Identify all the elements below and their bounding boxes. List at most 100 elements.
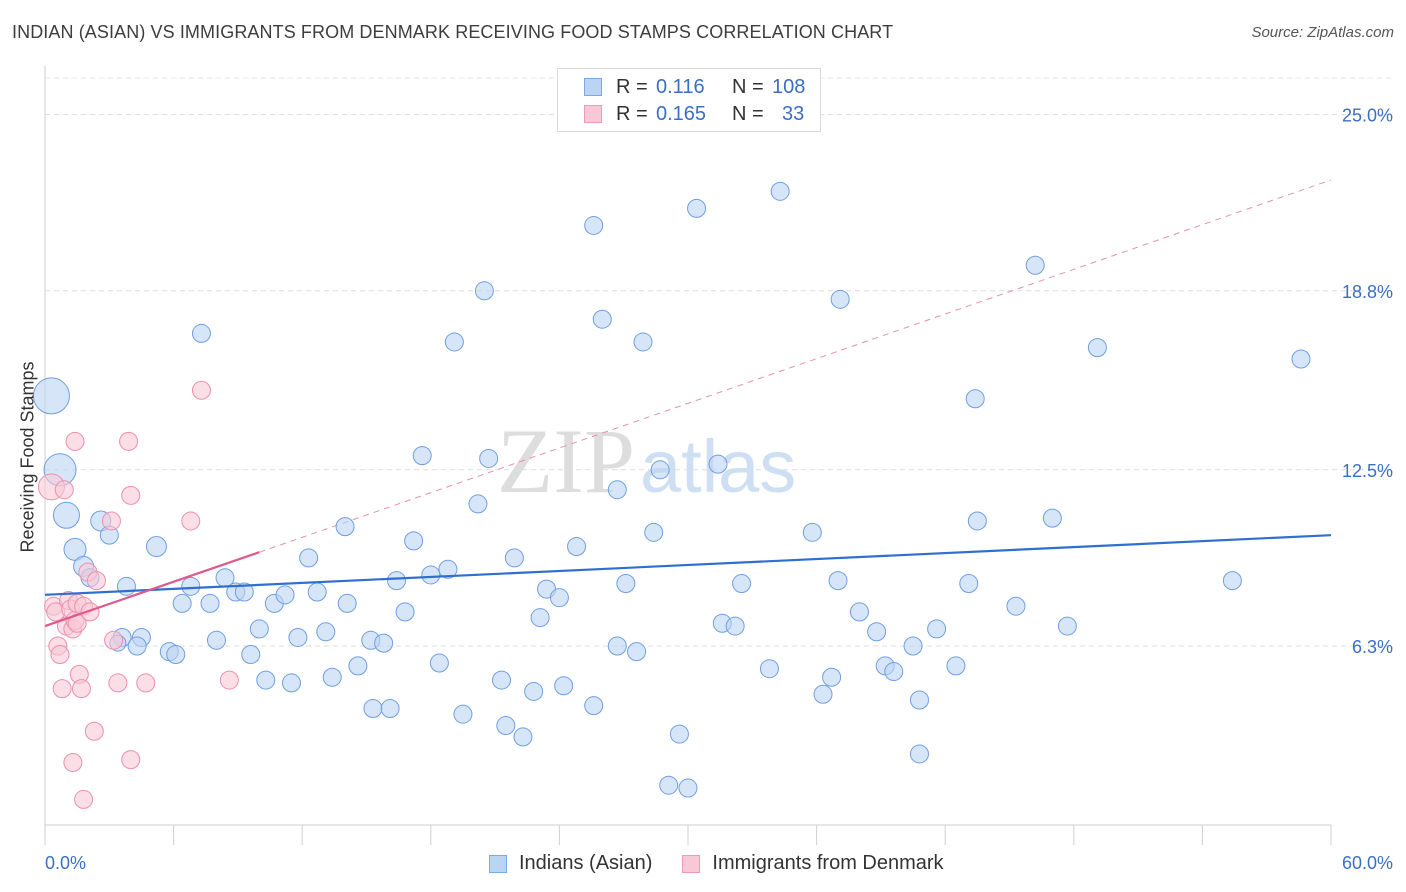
point-indians: [633, 332, 653, 352]
source-credit: Source: ZipAtlas.com: [1251, 24, 1394, 41]
point-indians: [927, 619, 947, 639]
point-denmark: [136, 673, 156, 693]
y-tick-labels: 6.3% 12.5% 18.8% 25.0%: [1342, 106, 1393, 657]
trend-line-1: [44, 551, 260, 628]
point-indians: [166, 645, 186, 665]
point-indians: [828, 571, 848, 591]
point-denmark: [52, 679, 72, 699]
point-indians: [584, 696, 604, 716]
point-indians: [644, 522, 664, 542]
point-denmark: [104, 630, 124, 650]
point-indians: [249, 619, 269, 639]
legend-item-indians: Indians (Asian): [489, 852, 652, 875]
point-indians: [903, 636, 923, 656]
point-indians: [52, 501, 80, 529]
point-indians: [374, 633, 394, 653]
point-indians: [444, 332, 464, 352]
point-indians: [412, 446, 432, 466]
point-indians: [307, 582, 327, 602]
point-indians: [479, 448, 499, 468]
point-denmark: [191, 380, 211, 400]
point-indians: [549, 588, 569, 608]
point-indians: [759, 659, 779, 679]
data-points: [32, 181, 1332, 809]
point-indians: [145, 536, 167, 558]
point-indians: [468, 494, 488, 514]
trend-lines: [259, 179, 1332, 553]
legend-row-indians: R = 0.116 N = 108: [584, 75, 805, 99]
point-indians: [421, 565, 441, 585]
point-indians: [813, 684, 833, 704]
point-indians: [909, 744, 929, 764]
point-indians: [206, 630, 226, 650]
point-indians: [453, 704, 473, 724]
point-indians: [607, 480, 627, 500]
point-indians: [172, 593, 192, 613]
legend-swatch-indians: [489, 854, 507, 873]
point-denmark: [71, 679, 91, 699]
x-tick-label: 0.0%: [45, 853, 86, 873]
legend-swatch-indians: [584, 78, 602, 96]
point-indians: [1057, 616, 1077, 636]
point-indians: [492, 670, 512, 690]
grid-lines: [45, 77, 1392, 647]
point-indians: [849, 602, 869, 622]
point-indians: [281, 673, 301, 693]
point-indians: [116, 576, 136, 596]
y-tick-label: 12.5%: [1342, 461, 1393, 481]
point-indians: [687, 198, 707, 218]
point-indians: [234, 582, 254, 602]
legend-n-value: 33: [782, 102, 805, 125]
point-indians: [363, 698, 383, 718]
legend-r-label: R =: [616, 102, 648, 125]
point-indians: [830, 289, 850, 309]
point-indians: [909, 690, 929, 710]
trend-extension-1: [259, 179, 1332, 553]
point-indians: [474, 281, 494, 301]
point-denmark: [108, 673, 128, 693]
legend-n-label: N =: [732, 75, 764, 98]
point-denmark: [65, 431, 85, 451]
chart-title: INDIAN (ASIAN) VS IMMIGRANTS FROM DENMAR…: [12, 22, 894, 42]
point-indians: [669, 724, 689, 744]
point-indians: [965, 389, 985, 409]
point-indians: [884, 662, 904, 682]
y-tick-label: 18.8%: [1342, 282, 1393, 302]
point-indians: [725, 616, 745, 636]
point-indians: [584, 215, 604, 235]
legend-r-value: 0.116: [656, 75, 705, 98]
point-indians: [1222, 571, 1242, 591]
point-denmark: [84, 721, 104, 741]
point-indians: [650, 460, 670, 480]
point-indians: [395, 602, 415, 622]
point-denmark: [181, 511, 201, 531]
point-indians: [191, 323, 211, 343]
point-indians: [708, 454, 728, 474]
point-denmark: [80, 602, 100, 622]
point-indians: [946, 656, 966, 676]
point-indians: [967, 511, 987, 531]
point-indians: [32, 377, 70, 415]
point-indians: [1006, 596, 1026, 616]
point-denmark: [119, 431, 139, 451]
point-indians: [127, 636, 147, 656]
point-indians: [299, 548, 319, 568]
point-indians: [335, 517, 355, 537]
legend-n-label: N =: [732, 102, 764, 125]
x-tick-label: 60.0%: [1342, 853, 1393, 873]
point-indians: [380, 698, 400, 718]
point-indians: [1087, 338, 1107, 358]
point-indians: [496, 716, 516, 736]
legend-r-value: 0.165: [656, 102, 707, 125]
point-indians: [822, 667, 842, 687]
point-indians: [678, 778, 698, 798]
legend-swatch-denmark: [682, 854, 701, 873]
trend-line-0: [44, 534, 1332, 596]
point-indians: [554, 676, 574, 696]
axes: [44, 66, 1332, 845]
point-denmark: [54, 480, 74, 500]
point-denmark: [121, 485, 141, 505]
point-indians: [438, 559, 458, 579]
point-indians: [322, 667, 342, 687]
